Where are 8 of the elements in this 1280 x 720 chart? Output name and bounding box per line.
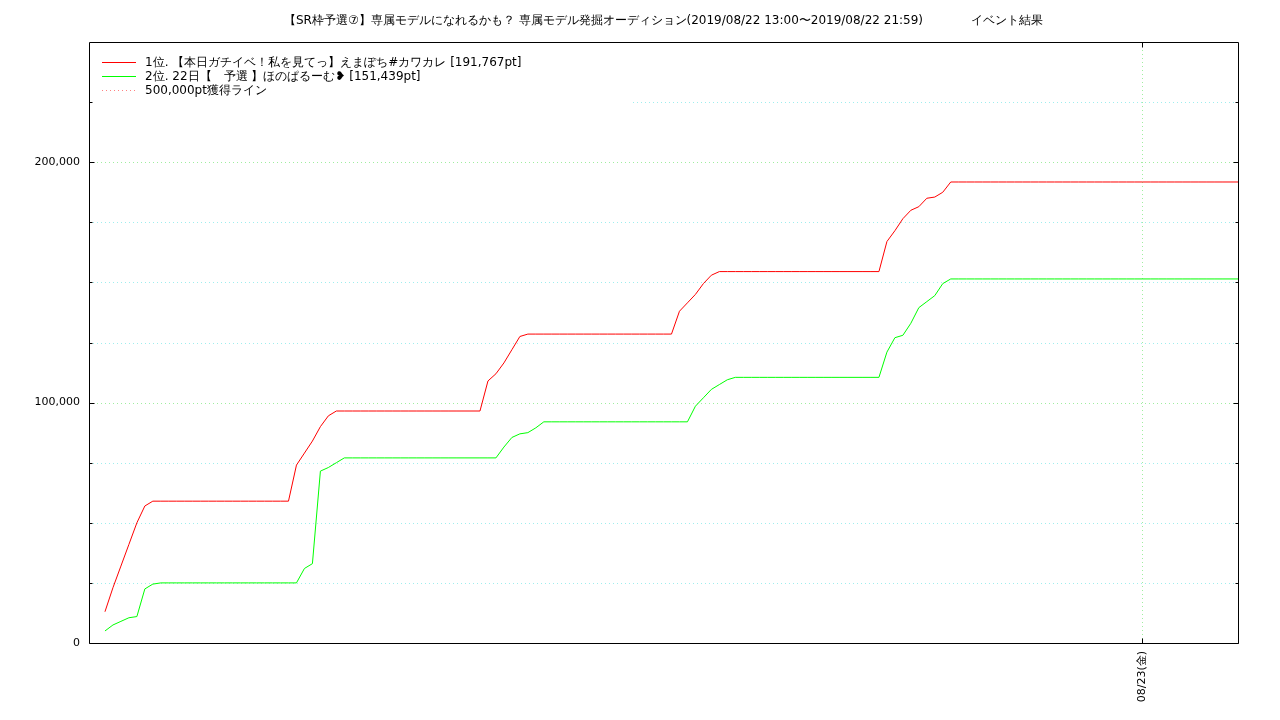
y-tick-label: 200,000: [34, 155, 80, 169]
y-tick-label: 100,000: [34, 395, 80, 409]
chart-title: 【SR枠予選⑦】専属モデルになれるかも？ 専属モデル発掘オーディション(2019/08/22 13:00〜2019/08/22 21:59) イベント結果: [283, 13, 1044, 28]
y-tick-label: 0: [73, 635, 80, 649]
legend-label: 500,000pt獲得ライン: [145, 82, 267, 97]
legend-label: 2位. 22日【 予選 】ほのぱるーむ❥ [151,439pt]: [145, 68, 421, 83]
legend-label: 1位. 【本日ガチイベ！私を見てっ】えまぽち#カワカレ [191,767pt]: [145, 54, 522, 69]
x-tick-label: 08/23(金): [1135, 651, 1149, 703]
